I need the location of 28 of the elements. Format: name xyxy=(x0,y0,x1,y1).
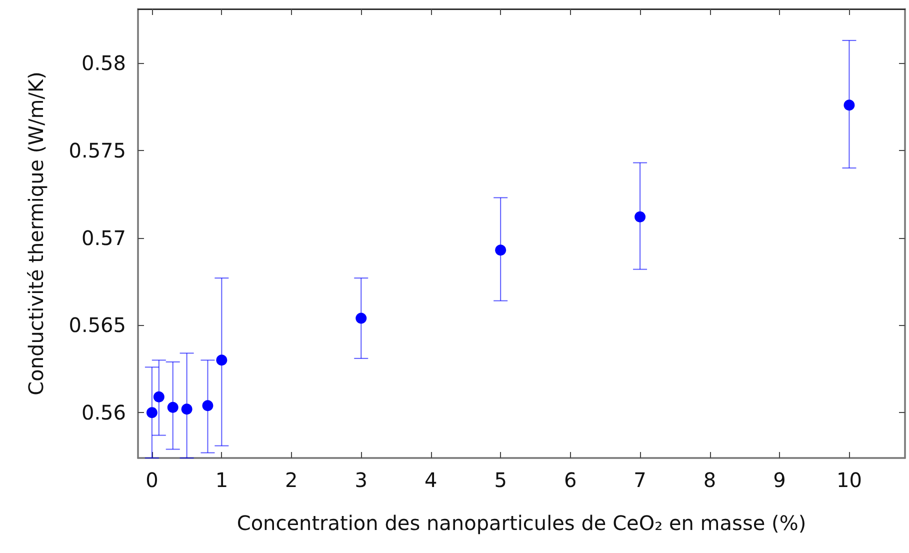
point xyxy=(495,244,506,256)
y-tick-label: 0.56 xyxy=(81,400,126,425)
x-tick-label: 6 xyxy=(564,468,577,492)
x-tick-label: 7 xyxy=(634,468,646,492)
y-tick-label: 0.565 xyxy=(68,313,126,338)
y-tick-label: 0.57 xyxy=(81,226,126,250)
y-tick-label: 0.58 xyxy=(81,51,126,76)
point xyxy=(634,211,646,222)
x-tick-label: 9 xyxy=(773,468,786,492)
point xyxy=(167,402,178,413)
x-tick-label: 4 xyxy=(424,468,438,492)
y-tick-label: 0.575 xyxy=(68,138,126,163)
y-axis-title: Conductivité thermique (W/m/K) xyxy=(24,72,48,396)
x-tick-label: 1 xyxy=(215,468,228,492)
point xyxy=(181,404,192,415)
point xyxy=(356,312,367,324)
x-tick-label: 5 xyxy=(494,468,507,492)
point xyxy=(153,391,164,402)
point xyxy=(216,354,228,366)
x-tick-label: 3 xyxy=(354,468,368,492)
x-tick-label: 10 xyxy=(836,468,862,492)
point xyxy=(146,407,158,418)
x-tick-label: 8 xyxy=(703,468,716,492)
x-tick-label: 2 xyxy=(285,468,298,492)
x-tick-label: 0 xyxy=(146,468,158,492)
point xyxy=(844,100,855,111)
point xyxy=(202,400,214,412)
x-axis-title: Concentration des nanoparticules de CeO₂ en masse (%) xyxy=(236,511,806,535)
